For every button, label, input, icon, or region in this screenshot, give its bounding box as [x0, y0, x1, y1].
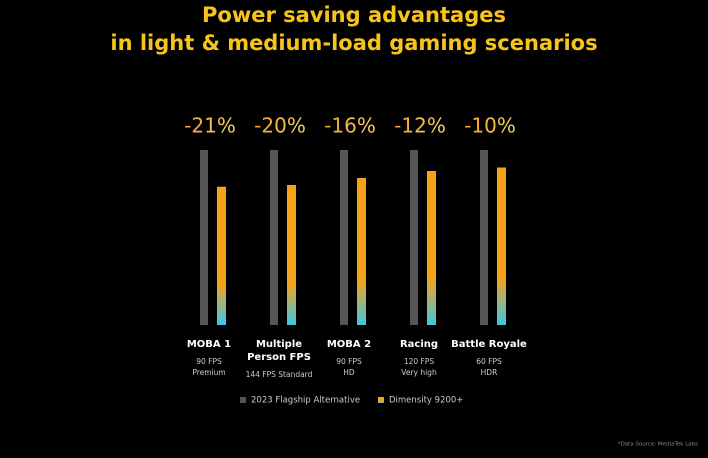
category-note: 144 FPS Standard	[246, 370, 313, 379]
value-annotation: -21%	[184, 114, 236, 138]
legend-swatch	[378, 397, 384, 403]
legend-label: Dimensity 9200+	[389, 396, 463, 406]
bar	[480, 150, 488, 325]
bar	[340, 150, 348, 325]
x-tick-label: Racing	[400, 339, 438, 350]
chart-title: Power saving advantages	[202, 3, 506, 27]
bar	[217, 186, 226, 325]
x-tick-label: Multiple	[256, 339, 302, 350]
category-note: Very high	[401, 368, 437, 377]
x-tick-label: MOBA 2	[327, 339, 371, 350]
value-annotation: -16%	[324, 114, 376, 138]
legend-label: 2023 Flagship Alternative	[251, 396, 360, 406]
category-note: 90 FPS	[196, 357, 222, 366]
bar	[287, 185, 296, 325]
category-note: 90 FPS	[336, 357, 362, 366]
x-tick-label: Battle Royale	[451, 339, 527, 350]
category-note: Premium	[192, 368, 225, 377]
bar	[427, 171, 436, 325]
bar	[410, 150, 418, 325]
value-annotation: -12%	[394, 114, 446, 138]
legend-swatch	[240, 397, 246, 403]
bar	[200, 150, 208, 325]
footnote: *Data Source: MediaTek Labs	[618, 442, 698, 448]
bar	[270, 150, 278, 325]
x-tick-label: Person FPS	[247, 352, 311, 363]
category-note: HDR	[481, 368, 498, 377]
category-note: HD	[343, 368, 355, 377]
x-tick-label: MOBA 1	[187, 339, 231, 350]
chart-title: in light & medium-load gaming scenarios	[110, 31, 597, 55]
category-note: 60 FPS	[476, 357, 502, 366]
category-note: 120 FPS	[404, 357, 435, 366]
bar	[357, 178, 366, 325]
value-annotation: -20%	[254, 114, 306, 138]
value-annotation: -10%	[464, 114, 516, 138]
bar	[497, 167, 506, 325]
